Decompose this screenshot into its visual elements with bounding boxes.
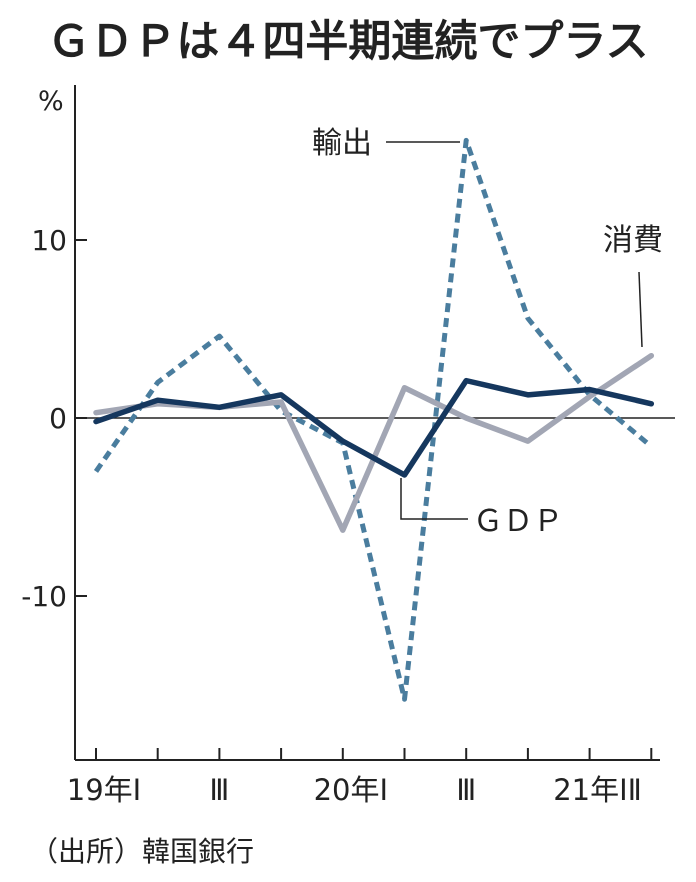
x-ticks: 19年Ⅰ Ⅲ 20年Ⅰ Ⅲ 21年ⅠⅡ [67,748,653,807]
chart-title: ＧＤＰは４四半期連続でプラス [47,17,648,67]
annotation-gdp: ＧＤＰ [400,478,563,539]
annotation-gdp-leader [400,478,468,520]
x-tick-label: Ⅲ [456,773,476,807]
x-tick-label: 21年ⅠⅡ [553,773,642,807]
source-note: （出所）韓国銀行 [30,835,254,868]
annotation-export-label: 輸出 [312,126,372,161]
y-axis-unit-label: % [38,86,64,117]
y-tick-label: 0 [49,402,67,435]
series-line-consumption [93,352,655,533]
x-tick-label: Ⅲ [209,773,229,807]
x-tick-label: 20年Ⅰ [314,773,388,807]
y-ticks: 10 0 -10 [21,224,87,613]
annotation-consumption: 消費 [603,223,663,348]
y-tick-label: -10 [21,580,67,613]
annotation-export: 輸出 [312,126,460,161]
annotation-gdp-label: ＧＤＰ [473,504,563,539]
y-tick-label: 10 [31,224,67,257]
x-tick-label: 19年Ⅰ [67,773,141,807]
annotation-consumption-leader [638,271,643,348]
series-line-gdp [93,377,655,478]
annotation-consumption-label: 消費 [603,223,663,258]
series-group [93,137,655,702]
series-line-export [93,137,653,702]
